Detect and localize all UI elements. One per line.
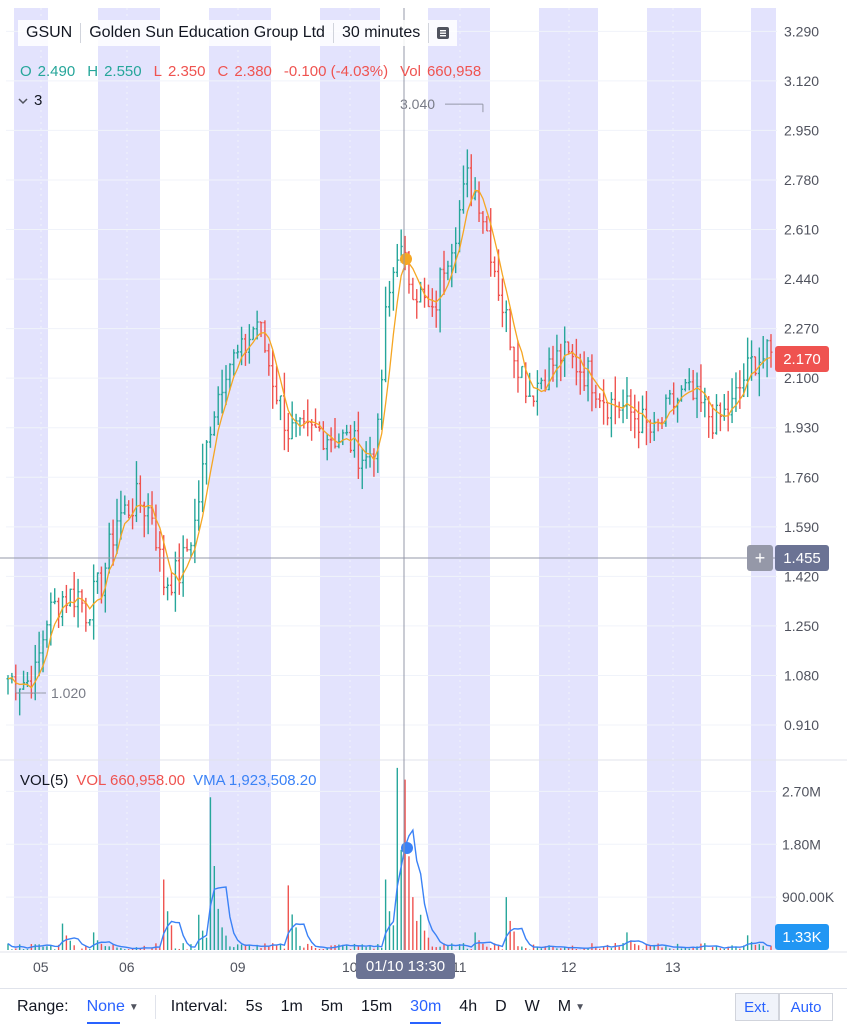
price-tick-label: 1.590	[784, 519, 819, 535]
volume-indicator-vol: VOL 660,958.00	[76, 772, 186, 789]
time-tick-label: 11	[452, 959, 467, 975]
time-tick-label: 06	[119, 959, 135, 975]
open-label: O	[20, 63, 32, 80]
toolbar-divider	[154, 995, 156, 1019]
interval-15m[interactable]: 15m	[361, 998, 393, 1015]
grid-lines	[0, 8, 847, 953]
price-tick-label: 2.270	[784, 321, 819, 337]
extended-hours-button[interactable]: Ext.	[735, 993, 779, 1021]
interval-30m[interactable]: 30m	[401, 998, 450, 1024]
caret-down-icon[interactable]: ▼	[128, 1001, 139, 1013]
price-chart[interactable]: 3.290 3.120 2.950 2.780 2.610 2.440 2.270 2.100…	[0, 0, 847, 988]
indicator-collapse[interactable]: 3	[18, 92, 42, 109]
auto-scale-button[interactable]: Auto	[779, 993, 833, 1021]
price-tick-label: 2.610	[784, 222, 819, 238]
price-tick-label: 2.950	[784, 122, 819, 138]
last-price-badge: 2.170	[775, 346, 829, 372]
crosshair-ma-dot	[400, 253, 412, 265]
moving-average-line	[7, 189, 772, 689]
symbol-ticker[interactable]: GSUN	[26, 24, 73, 41]
chevron-down-icon	[18, 92, 28, 109]
session-band	[751, 8, 776, 950]
bottom-toolbar: Range: None ▼ Interval: 5s 1m 5m 15m 30m…	[0, 988, 847, 1025]
time-tick-label: 13	[665, 959, 681, 975]
indicator-count: 3	[34, 92, 43, 109]
session-band	[14, 8, 48, 950]
high-label: H	[87, 63, 99, 80]
interval-d[interactable]: D	[495, 998, 507, 1015]
volume-value: 660,958	[426, 63, 482, 80]
high-value: 2.550	[104, 63, 142, 80]
axis-layer: 3.290 3.120 2.950 2.780 2.610 2.440 2.270 2.100…	[15, 23, 835, 975]
header-divider	[80, 23, 82, 43]
caret-down-icon[interactable]: ▼	[575, 1001, 585, 1013]
volume-label: Vol	[400, 63, 421, 80]
session-band	[647, 8, 701, 950]
volume-tick-label: 2.70M	[782, 783, 821, 799]
crosshair-time-badge: 01/10 13:30	[356, 953, 455, 979]
interval-5s[interactable]: 5s	[245, 998, 263, 1015]
session-band	[98, 8, 160, 950]
volume-legend: VOL(5) VOL 660,958.00 VMA 1,923,508.20	[20, 772, 317, 789]
crosshair-vma-dot	[401, 842, 413, 854]
interval-1m[interactable]: 1m	[280, 998, 303, 1015]
low-marker-label: 1.020	[51, 685, 86, 701]
price-tick-label: 2.100	[784, 370, 819, 386]
price-tick-label: 3.120	[784, 73, 819, 89]
range-value: None	[86, 998, 125, 1015]
time-tick-label: 09	[230, 959, 246, 975]
add-alert-button[interactable]: +	[747, 545, 773, 571]
time-tick-label: 12	[561, 959, 577, 975]
interval-m[interactable]: M	[557, 998, 572, 1015]
volume-tick-label: 1.80M	[782, 836, 821, 852]
range-select[interactable]: None	[78, 998, 129, 1024]
interval-5m[interactable]: 5m	[320, 998, 344, 1015]
crosshair-volume-badge: 1.33K	[775, 924, 829, 950]
high-marker-label: 3.040	[400, 96, 435, 112]
price-tick-label: 0.910	[784, 717, 819, 733]
symbol-name: Golden Sun Education Group Ltd	[89, 24, 325, 41]
interval-label: Interval:	[170, 998, 228, 1015]
low-label: L	[153, 63, 162, 80]
crosshair-price-badge: 1.455	[775, 545, 829, 571]
price-tick-label: 1.760	[784, 469, 819, 485]
change-value: -0.100 (-4.03%)	[283, 63, 389, 80]
price-tick-label: 2.780	[784, 172, 819, 188]
interval-w[interactable]: W	[524, 998, 540, 1015]
volume-ma-line	[7, 828, 772, 950]
time-tick-label: 10	[342, 959, 358, 975]
moving-average-layer	[7, 189, 772, 689]
price-tick-label: 1.250	[784, 618, 819, 634]
close-value: 2.380	[234, 63, 272, 80]
session-band	[539, 8, 598, 950]
volume-indicator-name[interactable]: VOL(5)	[20, 772, 69, 789]
ohlc-legend: O 2.490 H 2.550 L 2.350 C 2.380 -0.100 (…	[20, 63, 487, 80]
details-icon[interactable]	[435, 25, 451, 41]
interval-label[interactable]: 30 minutes	[341, 24, 421, 41]
session-band	[209, 8, 271, 950]
interval-4h[interactable]: 4h	[459, 998, 478, 1015]
price-tick-label: 1.930	[784, 420, 819, 436]
crosshair-layer	[0, 8, 777, 950]
session-band	[428, 8, 490, 950]
price-tick-label: 1.080	[784, 667, 819, 683]
time-tick-label: 05	[33, 959, 49, 975]
price-tick-label: 1.420	[784, 568, 819, 584]
volume-tick-label: 900.00K	[782, 889, 835, 905]
low-value: 2.350	[167, 63, 206, 80]
volume-indicator-vma: VMA 1,923,508.20	[193, 772, 317, 789]
volume-layer	[7, 767, 772, 950]
session-band	[320, 8, 380, 950]
symbol-header: GSUN Golden Sun Education Group Ltd 30 m…	[18, 20, 458, 46]
close-label: C	[217, 63, 229, 80]
header-divider	[428, 23, 430, 43]
range-label: Range:	[17, 998, 69, 1015]
session-bands	[14, 8, 776, 950]
plus-icon: +	[754, 548, 766, 568]
header-divider	[332, 23, 334, 43]
price-tick-label: 2.440	[784, 271, 819, 287]
open-value: 2.490	[37, 63, 76, 80]
price-tick-label: 3.290	[784, 23, 819, 39]
